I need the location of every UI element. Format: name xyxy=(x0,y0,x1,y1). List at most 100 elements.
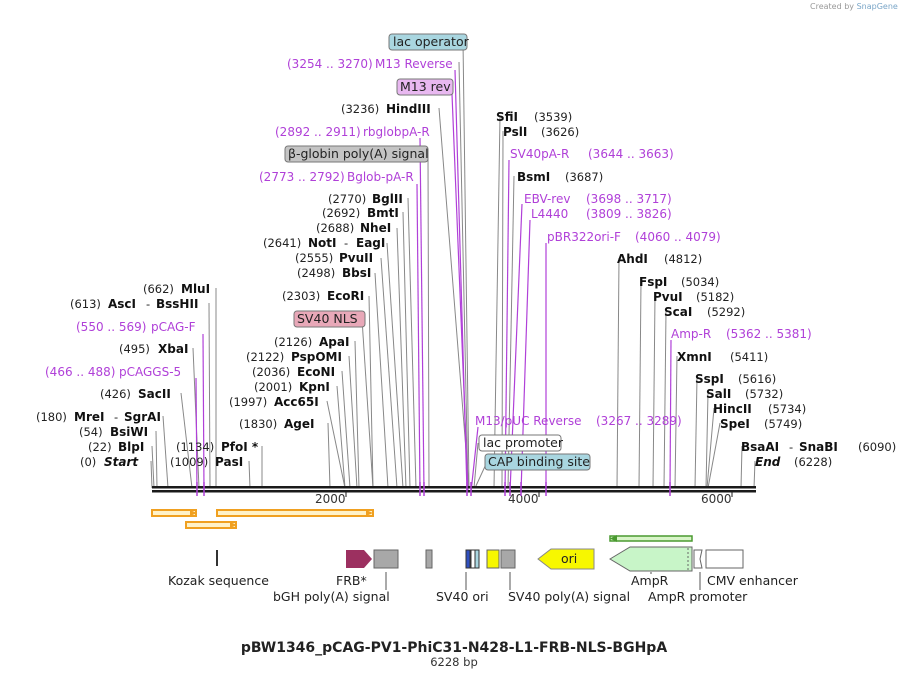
site-enz-bbsi: BbsI xyxy=(342,266,371,280)
primer-range-amp-r: (5362 .. 5381) xyxy=(726,327,812,341)
feature-label-cmv-enhancer: CMV enhancer xyxy=(707,573,799,588)
site-enz-sali: SalI xyxy=(706,387,731,401)
site-pos-sspi: (5616) xyxy=(738,372,776,386)
site-enz-bsaai: BsaAI xyxy=(741,440,779,454)
sv40-ori-box xyxy=(486,549,500,569)
site-enz-pspomi: PspOMI xyxy=(291,350,342,364)
primer-name-amp-r: Amp-R xyxy=(671,327,711,341)
site-pos-acc65i: (1997) xyxy=(229,395,267,409)
site-pos-mrei: (180) xyxy=(36,410,67,424)
primer-name-l4440: L4440 xyxy=(531,207,568,221)
site-pos-asci: (613) xyxy=(70,297,101,311)
site-enz-sacii: SacII xyxy=(138,387,171,401)
site-dash: - xyxy=(114,410,118,424)
site-pos-econi: (2036) xyxy=(252,365,290,379)
lac-promoter-mark xyxy=(470,549,476,569)
bottom-label-connectors xyxy=(385,572,701,590)
site-pos-pfoi: (1134) xyxy=(176,440,214,454)
site-pos-bglii: (2770) xyxy=(328,192,366,206)
site-pos-sacii: (426) xyxy=(100,387,131,401)
site-enz-nhei: NheI xyxy=(360,221,391,235)
site-pos-xmni: (5411) xyxy=(730,350,768,364)
m13-rev-box xyxy=(396,78,454,96)
m13-rev-label: M13 rev xyxy=(400,79,451,94)
site-enz-pfoi: PfoI * xyxy=(221,440,259,454)
site-enz-snabi: SnaBI xyxy=(799,440,838,454)
primer-name-ebv-rev: EBV-rev xyxy=(524,192,570,206)
lac-operator-mark xyxy=(465,549,471,569)
site-enz-sspi: SspI xyxy=(695,372,724,386)
credit-prefix: Created by xyxy=(810,2,855,11)
primer-range-pbr322ori-f: (4060 .. 4079) xyxy=(635,230,721,244)
site-enz-bsiwi: BsiWI xyxy=(110,425,148,439)
site-enz-kpni: KpnI xyxy=(299,380,330,394)
site-enz-xbai: XbaI xyxy=(158,342,188,356)
plasmid-length: 6228 bp xyxy=(430,655,478,669)
cap-binding-site-box xyxy=(484,453,591,471)
plasmid-name: pBW1346_pCAG-PV1-PhiC31-N428-L1-FRB-NLS-… xyxy=(241,640,667,656)
site-enz-scai: ScaI xyxy=(664,305,692,319)
site-enz-end: End xyxy=(755,455,781,469)
primer-range-ebv-rev: (3698 .. 3717) xyxy=(586,192,672,206)
primer-name-rbglobpa-r: rbglobpA-R xyxy=(363,125,430,139)
site-enz-agei: AgeI xyxy=(284,417,314,431)
primer-range-l4440: (3809 .. 3826) xyxy=(586,207,672,221)
primer-range-m13-puc-reverse: (3267 .. 3289) xyxy=(596,414,682,428)
site-pos-apai: (2126) xyxy=(274,335,312,349)
sv40-nls-label: SV40 NLS xyxy=(297,311,358,326)
ori-label: ori xyxy=(561,551,577,566)
site-enz-mlui: MluI xyxy=(181,282,210,296)
site-pos-psli: (3626) xyxy=(541,125,579,139)
beta-globin-polya-box xyxy=(284,145,429,163)
site-enz-hincii: HincII xyxy=(713,402,752,416)
site-pos-ecori: (2303) xyxy=(282,289,320,303)
site-enz-sfii: SfiI xyxy=(496,110,518,124)
site-enz-ecori: EcoRI xyxy=(327,289,364,303)
site-pos-spei: (5749) xyxy=(764,417,802,431)
primer-name-sv40pa-r: SV40pA-R xyxy=(510,147,569,161)
feature-label-ampr-promoter: AmpR promoter xyxy=(648,589,748,604)
backbone-top xyxy=(152,486,756,489)
sv40-nls-box xyxy=(293,310,366,328)
site-pos-blpi: (22) xyxy=(88,440,112,454)
site-pos-sfii: (3539) xyxy=(534,110,572,124)
site-enz-bmti: BmtI xyxy=(367,206,399,220)
primer-range-pcaggs-5: (466 .. 488) xyxy=(45,365,115,379)
site-pos-hincii: (5734) xyxy=(768,402,806,416)
primer-name-m13-reverse: M13 Reverse xyxy=(375,57,453,71)
primer-name-m13-puc-reverse: M13/pUC Reverse xyxy=(475,414,582,428)
lac-promoter-box xyxy=(478,434,562,452)
site-enz-blpi: BlpI xyxy=(118,440,144,454)
site-enz-pvui: PvuI xyxy=(653,290,683,304)
primer-name-pcag-f: pCAG-F xyxy=(151,320,196,334)
site-enz-acc65i: Acc65I xyxy=(274,395,319,409)
site-pos-hindiii: (3236) xyxy=(341,102,379,116)
site-enz-hindiii: HindIII xyxy=(386,102,431,116)
primer-range-sv40pa-r: (3644 .. 3663) xyxy=(588,147,674,161)
site-enz-psli: PslI xyxy=(503,125,527,139)
site-enz-sgrai: SgrAI xyxy=(124,410,161,424)
site-enz-ahdi: AhdI xyxy=(617,252,648,266)
site-pos-start: (0) xyxy=(80,455,96,469)
tick-label-2000: 2000 xyxy=(315,492,346,506)
feature-label-kozak: Kozak sequence xyxy=(168,573,269,588)
site-pos-bsmi: (3687) xyxy=(565,170,603,184)
site-pos-pvuii: (2555) xyxy=(295,251,333,265)
site-pos-sali: (5732) xyxy=(745,387,783,401)
cap-binding-mark xyxy=(474,549,480,569)
snapgene-credit: Created by SnapGene xyxy=(810,2,898,11)
site-enz-bsshii: BssHII xyxy=(156,297,198,311)
site-pos-pvui: (5182) xyxy=(696,290,734,304)
frb-arrow xyxy=(346,550,372,568)
ampr-arrow xyxy=(609,546,693,572)
site-pos-bsiwi: (54) xyxy=(79,425,103,439)
site-pos-pspomi: (2122) xyxy=(246,350,284,364)
feature-label-sv40-ori: SV40 ori xyxy=(436,589,489,604)
site-pos-snabi: (6090) xyxy=(858,440,896,454)
site-enz-bglii: BglII xyxy=(372,192,403,206)
feature-label-ampr: AmpR xyxy=(631,573,669,588)
site-dash: - xyxy=(789,440,793,454)
site-enz-pvuii: PvuII xyxy=(339,251,373,265)
primer-name-pbr322ori-f: pBR322ori-F xyxy=(547,230,621,244)
